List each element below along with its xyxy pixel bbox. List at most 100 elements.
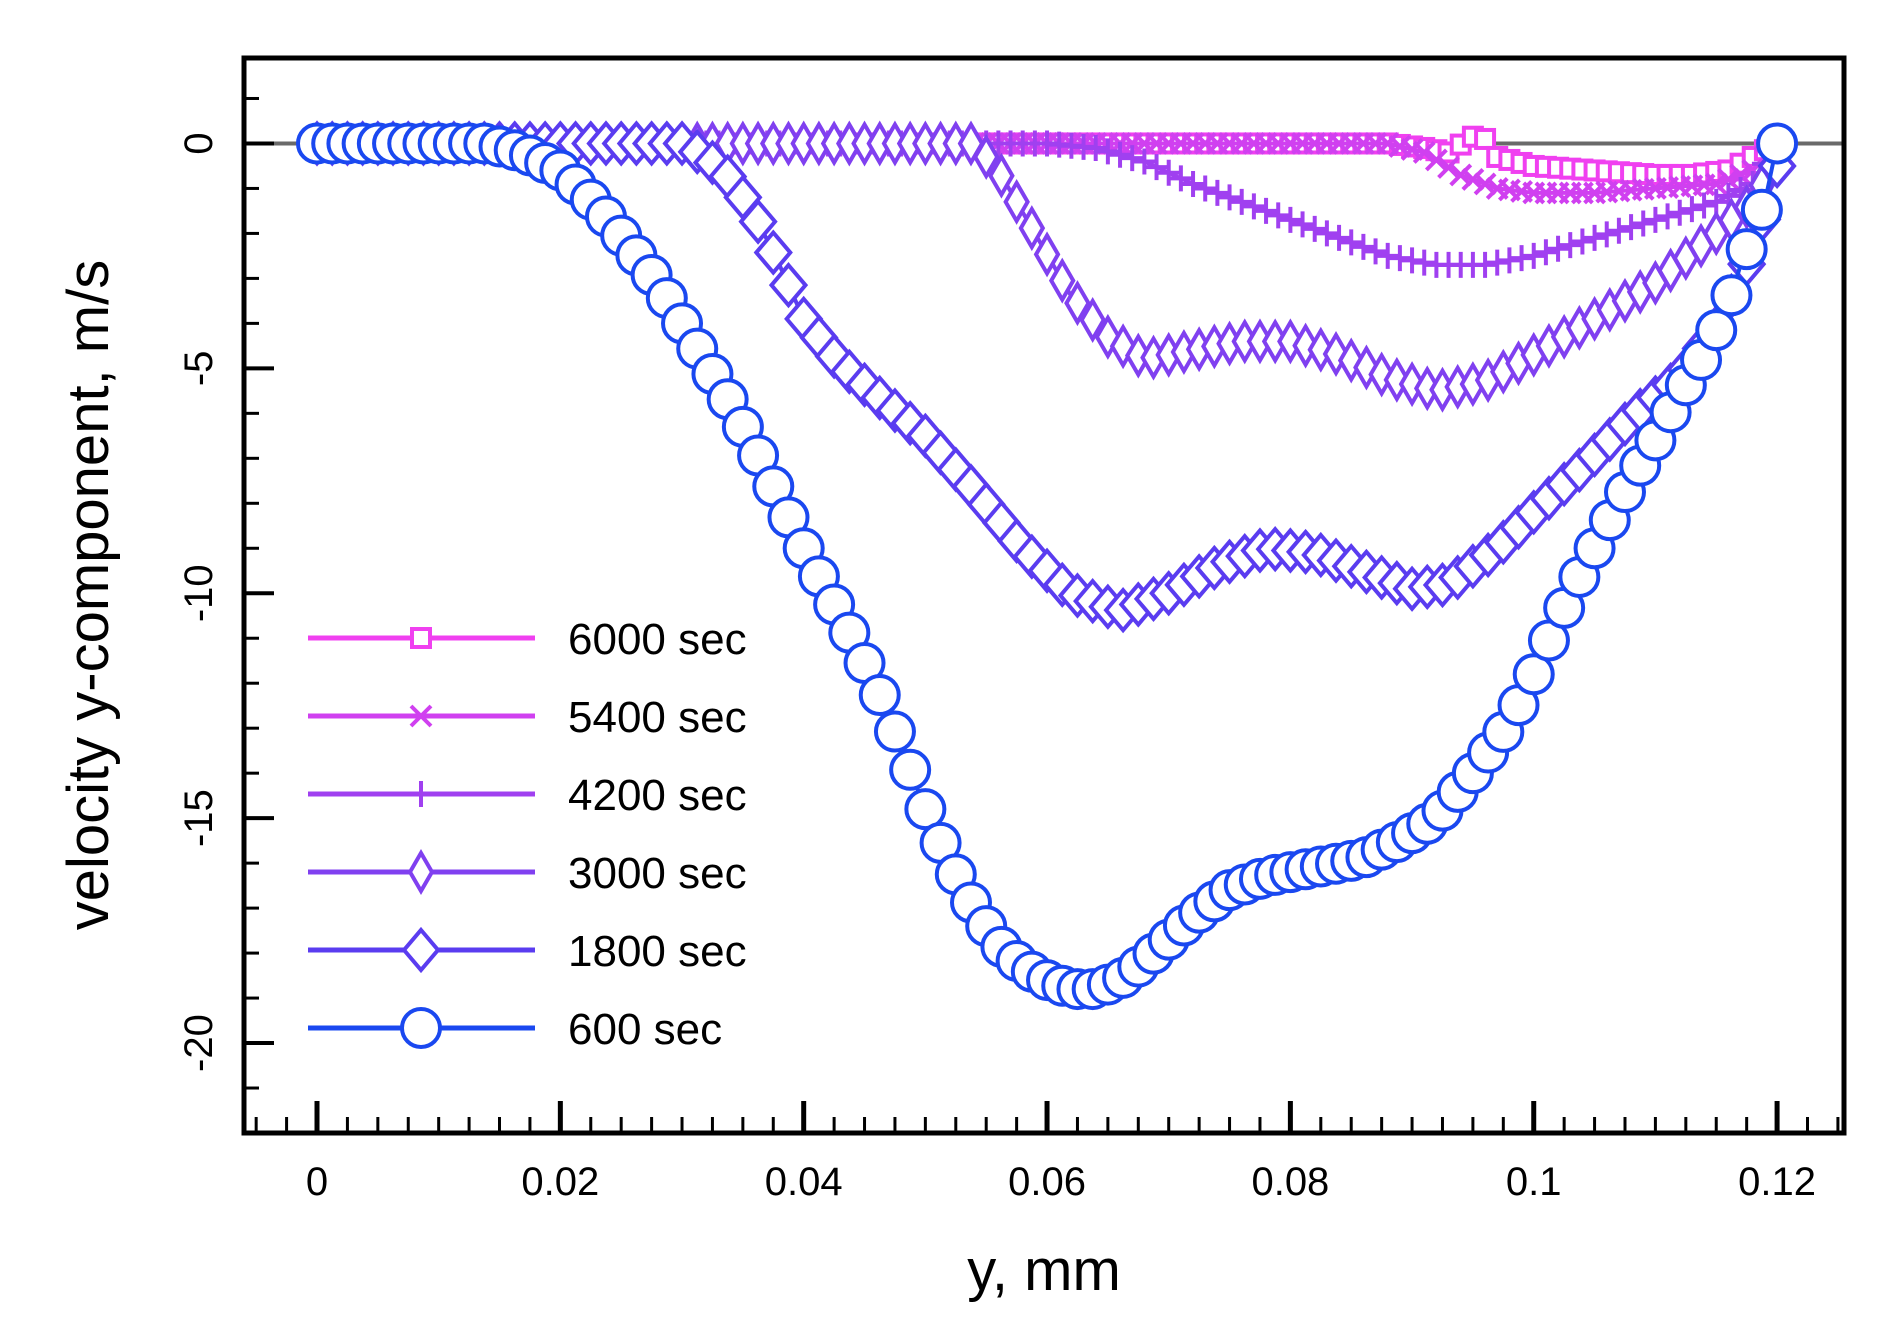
plus-marker [1508, 245, 1535, 272]
y-tick-label: -15 [177, 789, 221, 847]
legend-entry: 4200 sec [308, 771, 747, 820]
data-point [1192, 175, 1219, 202]
legend-label: 600 sec [568, 1005, 722, 1054]
plus-marker [1642, 206, 1669, 233]
circle-marker [904, 788, 947, 831]
square-marker [410, 627, 432, 649]
x-axis-ticks: 0 0.02 0.04 0.06 0.08 0.1 0.12 [254, 1101, 1840, 1204]
plus-marker [1107, 141, 1134, 168]
legend-entry: 1800 sec [308, 926, 747, 976]
data-point [1605, 217, 1632, 244]
data-point [1569, 228, 1596, 255]
data-point [753, 229, 793, 276]
plus-marker [1240, 193, 1267, 220]
data-point [972, 133, 1000, 180]
legend-label: 6000 sec [568, 615, 747, 664]
data-point [1484, 249, 1511, 276]
data-point [738, 198, 778, 245]
plus-marker [1338, 229, 1365, 256]
data-point [1064, 280, 1091, 327]
plus-marker [408, 781, 434, 807]
data-point [1265, 202, 1292, 229]
circle-marker [889, 748, 932, 791]
data-point [1033, 231, 1061, 278]
diamond-marker [738, 198, 778, 245]
data-point [1695, 309, 1738, 352]
data-point [1729, 163, 1752, 187]
legend-label: 3000 sec [568, 849, 747, 898]
circle-marker [1710, 274, 1753, 317]
plus-marker [1691, 192, 1718, 219]
x-marker [1424, 148, 1448, 172]
data-point [1228, 188, 1255, 215]
data-point [1508, 245, 1535, 272]
plus-marker [1399, 247, 1426, 274]
plus-marker [1532, 239, 1559, 266]
data-point [1756, 122, 1799, 165]
series-600-sec [296, 122, 1799, 1011]
data-point [1048, 257, 1076, 304]
x-tick-label: 0.02 [521, 1160, 599, 1204]
data-point [904, 788, 947, 831]
plus-marker [1678, 196, 1705, 223]
plus-marker [1484, 249, 1511, 276]
plus-marker [1520, 242, 1547, 269]
series-layer [244, 120, 1844, 1011]
data-point [1704, 172, 1728, 196]
data-point [1131, 148, 1158, 175]
data-point [1666, 199, 1693, 226]
data-point [1350, 233, 1377, 260]
x-marker [1461, 168, 1485, 191]
plus-marker [1253, 197, 1280, 224]
plus-marker [1228, 188, 1255, 215]
data-point [1691, 192, 1718, 219]
x-marker [1437, 156, 1460, 179]
data-point [1386, 245, 1413, 272]
circle-marker [1512, 653, 1555, 696]
thin-diamond-marker [1033, 231, 1061, 278]
data-point [1581, 224, 1608, 251]
circle-marker [1725, 228, 1768, 271]
plus-marker [1289, 211, 1316, 238]
data-point [1593, 221, 1620, 248]
plus-marker [1192, 175, 1219, 202]
legend-label: 1800 sec [568, 927, 747, 976]
data-point [1449, 163, 1473, 187]
data-point [988, 152, 1015, 199]
thin-diamond-marker [1079, 297, 1106, 343]
x-tick-label: 0.06 [1008, 1160, 1086, 1204]
legend-entry: 6000 sec [308, 615, 747, 664]
circle-marker [1756, 122, 1799, 165]
plus-marker [1131, 148, 1158, 175]
data-point [1496, 247, 1523, 274]
thin-diamond-marker [1003, 178, 1030, 225]
data-point [1167, 165, 1194, 192]
plus-marker [1581, 224, 1608, 251]
legend-label: 4200 sec [568, 771, 747, 820]
x-marker [1716, 168, 1740, 191]
x-tick-label: 0 [306, 1160, 328, 1204]
data-point [1642, 206, 1669, 233]
thin-diamond-marker [1048, 257, 1076, 304]
data-point [1003, 178, 1030, 225]
plus-marker [1386, 245, 1413, 272]
diamond-marker [768, 262, 809, 309]
data-point [1204, 179, 1231, 206]
data-point [1473, 172, 1497, 196]
x-marker [1449, 163, 1473, 187]
plus-marker [1472, 251, 1499, 278]
y-tick-label: 0 [177, 132, 221, 154]
data-point [1557, 232, 1584, 259]
plus-marker [1167, 165, 1194, 192]
data-point [1079, 297, 1106, 343]
circle-marker [1695, 309, 1738, 352]
y-tick-label: -20 [177, 1014, 221, 1072]
x-tick-label: 0.04 [765, 1160, 843, 1204]
data-point [409, 704, 433, 728]
thin-diamond-marker [1018, 205, 1046, 252]
legend: 6000 sec 5400 sec 4200 sec 3000 sec 1800 sec… [308, 615, 747, 1054]
plus-marker [1350, 233, 1377, 260]
data-point [1654, 203, 1681, 230]
data-point [1326, 224, 1353, 251]
data-point [1424, 148, 1448, 172]
